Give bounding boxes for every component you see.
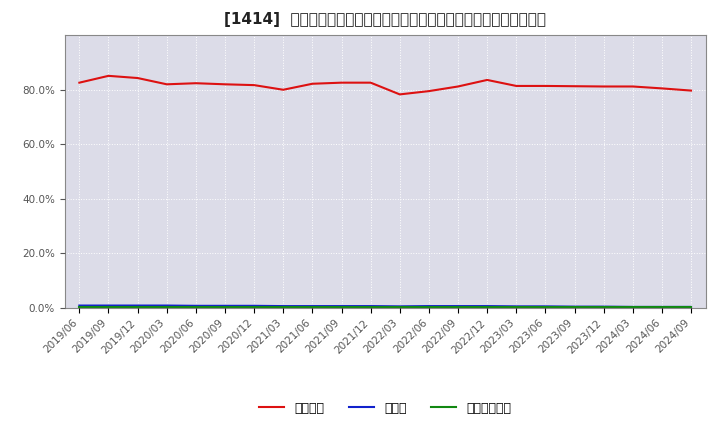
自己資本 [337, 80, 346, 85]
自己資本 [483, 77, 492, 83]
繰延税金資産 [395, 304, 404, 310]
繰延税金資産 [308, 304, 317, 310]
のれん [133, 303, 142, 308]
のれん [337, 304, 346, 309]
自己資本 [599, 84, 608, 89]
のれん [75, 303, 84, 308]
繰延税金資産 [454, 304, 462, 310]
のれん [599, 304, 608, 309]
のれん [454, 304, 462, 309]
のれん [163, 303, 171, 308]
繰延税金資産 [541, 304, 550, 310]
自己資本 [629, 84, 637, 89]
繰延税金資産 [570, 304, 579, 310]
自己資本 [425, 88, 433, 94]
のれん [192, 303, 200, 308]
自己資本 [250, 82, 258, 88]
自己資本 [220, 82, 229, 87]
自己資本 [512, 83, 521, 88]
繰延税金資産 [163, 304, 171, 310]
繰延税金資産 [279, 304, 287, 310]
繰延税金資産 [75, 304, 84, 310]
繰延税金資産 [133, 304, 142, 310]
のれん [395, 304, 404, 309]
繰延税金資産 [512, 304, 521, 310]
自己資本 [541, 83, 550, 88]
繰延税金資産 [337, 304, 346, 310]
のれん [104, 303, 113, 308]
Title: [1414]  自己資本、のれん、繰延税金資産の総資産に対する比率の推移: [1414] 自己資本、のれん、繰延税金資産の総資産に対する比率の推移 [224, 12, 546, 27]
繰延税金資産 [366, 304, 375, 310]
自己資本 [570, 84, 579, 89]
自己資本 [454, 84, 462, 89]
Line: 自己資本: 自己資本 [79, 76, 691, 95]
自己資本 [395, 92, 404, 97]
自己資本 [192, 81, 200, 86]
のれん [570, 304, 579, 309]
自己資本 [163, 82, 171, 87]
自己資本 [366, 80, 375, 85]
繰延税金資産 [687, 304, 696, 310]
のれん [425, 304, 433, 309]
自己資本 [657, 86, 666, 91]
Legend: 自己資本, のれん, 繰延税金資産: 自己資本, のれん, 繰延税金資産 [259, 402, 511, 414]
のれん [250, 303, 258, 308]
のれん [279, 304, 287, 309]
繰延税金資産 [104, 304, 113, 310]
のれん [366, 304, 375, 309]
のれん [308, 304, 317, 309]
自己資本 [308, 81, 317, 86]
のれん [657, 304, 666, 310]
のれん [512, 304, 521, 309]
のれん [483, 304, 492, 309]
のれん [220, 303, 229, 308]
繰延税金資産 [657, 304, 666, 310]
のれん [629, 304, 637, 310]
のれん [541, 304, 550, 309]
繰延税金資産 [220, 304, 229, 310]
自己資本 [133, 75, 142, 81]
のれん [687, 304, 696, 310]
繰延税金資産 [192, 304, 200, 310]
自己資本 [104, 73, 113, 78]
自己資本 [687, 88, 696, 93]
繰延税金資産 [425, 304, 433, 310]
繰延税金資産 [629, 304, 637, 310]
繰延税金資産 [483, 304, 492, 310]
Line: のれん: のれん [79, 305, 691, 307]
自己資本 [75, 80, 84, 85]
繰延税金資産 [599, 304, 608, 310]
繰延税金資産 [250, 304, 258, 310]
自己資本 [279, 87, 287, 92]
